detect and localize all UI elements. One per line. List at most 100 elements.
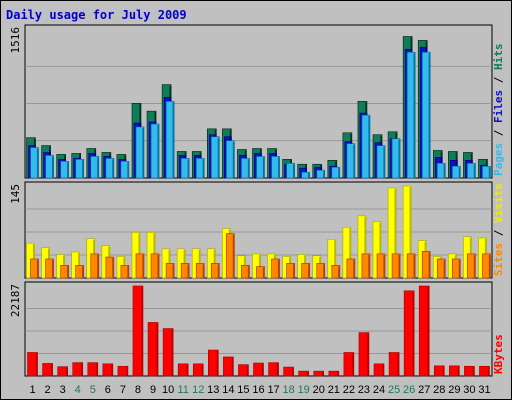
bar-pages-side xyxy=(308,173,310,178)
bar-kbytes-side xyxy=(412,291,415,376)
x-tick-label: 17 xyxy=(267,384,279,396)
bar-visits-side xyxy=(409,187,412,278)
bar-pages-side xyxy=(458,167,461,178)
bar-pages-side xyxy=(398,139,401,178)
panel-kbytes-ymax-label: 22187 xyxy=(9,284,22,317)
x-tick-label: 26 xyxy=(403,384,415,396)
panel-visits: 145 Sites / Visits xyxy=(9,181,505,279)
bar-kbytes xyxy=(42,363,53,377)
bar-pages-side xyxy=(428,53,431,178)
x-tick-label: 19 xyxy=(298,384,310,396)
bar-sites xyxy=(45,258,54,279)
bar-pages-side xyxy=(277,157,280,178)
bar-sites-side xyxy=(338,266,340,278)
bar-pages-side xyxy=(97,157,99,178)
bar-sites-side xyxy=(187,264,190,278)
x-tick-label: 14 xyxy=(222,384,234,396)
bar-pages-side xyxy=(202,159,205,178)
bar-sites-side xyxy=(277,259,280,278)
bar-pages-side xyxy=(51,156,54,178)
bar-sites-side xyxy=(443,259,446,278)
side-legend-sites: Sites xyxy=(492,243,505,276)
bar-kbytes-side xyxy=(81,363,83,376)
x-tick-label: 24 xyxy=(373,384,385,396)
bar-kbytes xyxy=(117,365,129,377)
bar-kbytes-side xyxy=(457,366,460,376)
bar-kbytes-side xyxy=(427,287,430,376)
side-legend-kbytes: KBytes xyxy=(492,334,505,374)
side-legend-separator: / xyxy=(492,123,505,143)
bar-kbytes-side xyxy=(276,363,279,376)
bar-sites-side xyxy=(473,254,476,278)
bar-pages-side xyxy=(82,160,84,178)
bar-pages-side xyxy=(368,116,370,178)
bar-kbytes-side xyxy=(397,353,400,376)
bar-kbytes-side xyxy=(322,372,324,376)
panel-visits-ymax-label: 145 xyxy=(9,184,22,204)
panel-hits-side-legend: Pages / Files / Hits xyxy=(492,44,505,177)
bar-sites-side xyxy=(293,264,295,278)
bar-kbytes-side xyxy=(337,372,339,376)
panel-hits: 1516 Pages / Files / Hits xyxy=(9,24,505,179)
bar-kbytes-side xyxy=(96,363,98,376)
x-tick-label: 28 xyxy=(433,384,445,396)
x-tick-label: 22 xyxy=(343,384,355,396)
panel-kbytes: 22187 KBytes xyxy=(9,281,505,377)
x-tick-label: 20 xyxy=(313,384,325,396)
x-tick-label: 8 xyxy=(135,384,141,396)
panel-kbytes-side-legend: KBytes xyxy=(492,334,505,374)
side-legend-files: Files xyxy=(492,90,505,123)
bar-sites-side xyxy=(142,254,144,278)
x-tick-label: 12 xyxy=(192,384,204,396)
bar-pages-side xyxy=(67,162,69,178)
bar-sites-side xyxy=(232,234,235,278)
bar-kbytes-side xyxy=(352,353,354,376)
bar-kbytes-side xyxy=(367,333,369,376)
bar-sites-side xyxy=(323,264,325,278)
bar-kbytes-side xyxy=(246,365,249,376)
bar-pages-side xyxy=(443,164,446,178)
bar-kbytes-side xyxy=(141,286,143,376)
x-tick-label: 9 xyxy=(150,384,156,396)
bar-pages-side xyxy=(488,167,491,178)
side-legend-visits: Visits xyxy=(492,183,505,223)
bar-visits-side xyxy=(364,216,366,278)
bar-kbytes-side xyxy=(487,367,490,376)
x-tick-label: 11 xyxy=(177,384,188,396)
bar-sites-side xyxy=(172,264,175,278)
bar-kbytes-side xyxy=(382,364,385,376)
bar-kbytes-side xyxy=(472,367,475,376)
x-tick-label: 27 xyxy=(418,384,430,396)
panel-visits-side-legend: Sites / Visits xyxy=(492,183,505,276)
x-tick-label: 6 xyxy=(105,384,111,396)
bar-pages-side xyxy=(217,137,220,178)
x-tick-label: 23 xyxy=(358,384,370,396)
bar-pages xyxy=(45,155,54,179)
bar-kbytes-side xyxy=(261,364,264,376)
x-tick-label: 15 xyxy=(237,384,249,396)
x-tick-label: 4 xyxy=(75,384,81,396)
bar-sites-side xyxy=(262,267,265,278)
bar-sites-side xyxy=(413,254,416,278)
chart-panels: 1516 Pages / Files / Hits 145 Sites / Visit… xyxy=(9,24,505,377)
bar-pages-side xyxy=(323,171,325,178)
side-legend-separator: / xyxy=(492,223,505,243)
bar-pages-side xyxy=(187,159,190,178)
chart-title: Daily usage for July 2009 xyxy=(6,8,187,22)
x-tick-label: 7 xyxy=(120,384,126,396)
bar-pages-side xyxy=(383,146,386,178)
bar-kbytes-side xyxy=(171,329,174,376)
x-tick-label: 30 xyxy=(463,384,475,396)
panel-hits-ymax-label: 1516 xyxy=(9,27,22,54)
x-tick-label: 13 xyxy=(207,384,219,396)
bar-sites-side xyxy=(82,266,84,278)
bar-pages-side xyxy=(127,162,129,178)
x-tick-label: 25 xyxy=(388,384,400,396)
bar-kbytes-side xyxy=(216,351,219,376)
x-tick-label: 31 xyxy=(478,384,490,396)
bar-sites-side xyxy=(51,259,54,278)
x-tick-label: 1 xyxy=(29,384,35,396)
bar-pages-side xyxy=(338,168,340,178)
x-tick-label: 16 xyxy=(252,384,264,396)
